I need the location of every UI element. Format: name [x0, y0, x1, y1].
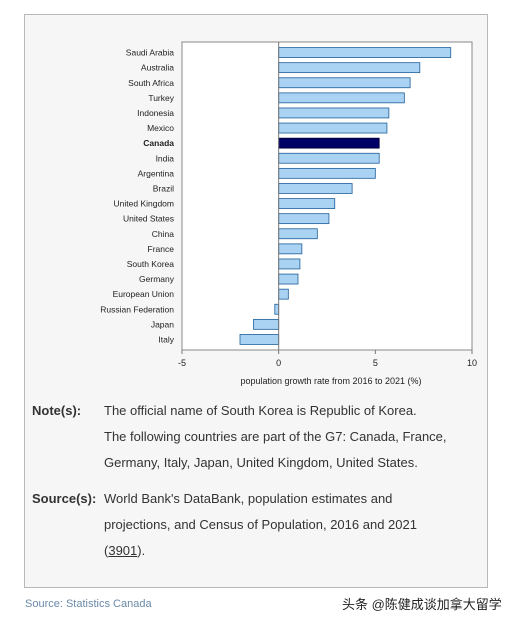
plot-frame	[181, 41, 473, 351]
x-tick-label: 5	[373, 358, 378, 368]
bar-united-kingdom	[278, 198, 336, 209]
bar-japan	[253, 318, 280, 330]
bar-india	[278, 152, 380, 164]
category-label: Mexico	[147, 123, 174, 133]
bar-chart: Saudi Arabia Australia South Africa Turkey I…	[100, 41, 477, 386]
category-label: Argentina	[138, 168, 175, 178]
category-label: Canada	[143, 138, 174, 148]
category-label: Saudi Arabia	[126, 48, 174, 58]
bar-canada	[278, 137, 380, 149]
category-label: United States	[123, 214, 174, 224]
bar-italy	[239, 334, 280, 345]
bar-china	[278, 228, 318, 240]
bar-indonesia	[278, 107, 390, 119]
sources-link[interactable]: 3901	[108, 543, 138, 558]
category-label: Italy	[158, 334, 174, 344]
x-tick-label: 0	[276, 358, 281, 368]
x-tick-label: -5	[178, 358, 186, 368]
sources-body: World Bank's DataBank, population estima…	[104, 486, 452, 564]
watermark: 头条 @陈健成谈加拿大留学	[342, 597, 502, 612]
bar-saudi-arabia	[278, 47, 452, 58]
category-label: United Kingdom	[114, 199, 174, 209]
bar-south-africa	[278, 77, 411, 89]
bar-mexico	[278, 122, 388, 134]
bar-australia	[278, 62, 421, 74]
category-label: Japan	[151, 319, 174, 329]
category-label: India	[156, 153, 175, 163]
sources-label: Source(s):	[32, 491, 97, 506]
bar-france	[278, 243, 303, 255]
category-label: Australia	[141, 63, 174, 73]
category-labels: Saudi Arabia Australia South Africa Turkey I…	[100, 48, 174, 345]
notes-section: Note(s): The official name of South Kore…	[32, 398, 452, 564]
notes-body: The official name of South Korea is Repu…	[104, 398, 452, 476]
category-label: European Union	[113, 289, 175, 299]
bar-germany	[278, 273, 299, 285]
notes-label: Note(s):	[32, 403, 82, 418]
bar-russian-federation	[274, 303, 280, 315]
note-row: Note(s): The official name of South Kore…	[32, 398, 452, 476]
bar-european-union	[278, 288, 289, 300]
category-label: Turkey	[148, 93, 174, 103]
category-label: France	[148, 244, 175, 254]
x-tick-label: 10	[467, 358, 477, 368]
category-label: South Africa	[128, 78, 174, 88]
bar-brazil	[278, 183, 353, 194]
x-ticks: -5 0 5 10	[178, 350, 477, 368]
category-label: Brazil	[153, 183, 174, 193]
bar-south-korea	[278, 258, 301, 270]
x-axis-label: population growth rate from 2016 to 2021…	[240, 376, 421, 386]
category-label: South Korea	[127, 259, 175, 269]
bar-united-states	[278, 213, 330, 225]
bar-argentina	[278, 167, 376, 179]
source-footer: Source: Statistics Canada	[25, 598, 152, 610]
category-label: Russian Federation	[100, 304, 174, 314]
note-line-1: The official name of South Korea is Repu…	[104, 403, 417, 418]
note-line-2: The following countries are part of the …	[104, 429, 447, 470]
category-label: Indonesia	[137, 108, 174, 118]
category-label: China	[152, 229, 174, 239]
category-label: Germany	[139, 274, 175, 284]
bar-turkey	[278, 92, 405, 104]
sources-text: World Bank's DataBank, population estima…	[104, 491, 417, 558]
bars	[239, 42, 452, 350]
source-row: Source(s): World Bank's DataBank, popula…	[32, 486, 452, 564]
sources-end: ).	[137, 543, 146, 558]
